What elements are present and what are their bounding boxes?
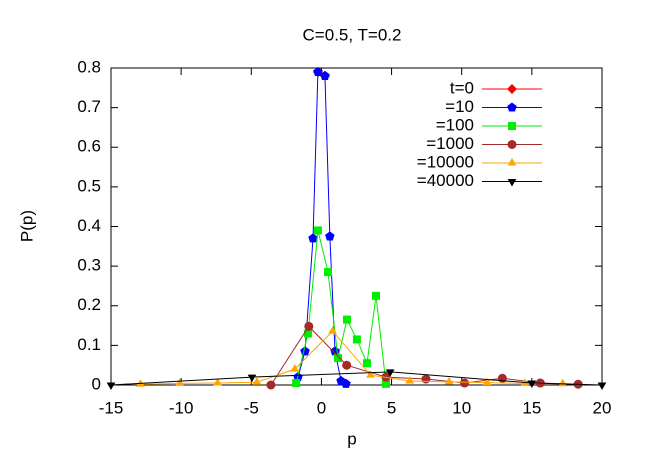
- marker: [325, 231, 335, 241]
- x-axis-label: p: [347, 429, 356, 448]
- x-tick-label: -5: [244, 398, 259, 417]
- marker: [460, 378, 470, 388]
- x-tick-label: -15: [99, 398, 124, 417]
- x-tick-label: 20: [593, 398, 612, 417]
- legend-marker: [507, 84, 517, 94]
- marker: [341, 378, 351, 388]
- marker: [213, 378, 222, 386]
- marker: [300, 346, 310, 356]
- legend-marker: [507, 102, 517, 112]
- marker: [290, 364, 300, 372]
- legend-marker: [508, 122, 516, 130]
- legend-marker: [507, 179, 517, 187]
- y-tick-label: 0.5: [77, 176, 101, 195]
- marker: [527, 380, 537, 389]
- y-tick-label: 0: [92, 374, 101, 393]
- legend-label: =10: [445, 97, 474, 116]
- marker: [597, 382, 607, 390]
- marker: [363, 359, 372, 368]
- chart-title: C=0.5, T=0.2: [303, 25, 402, 44]
- marker: [303, 329, 312, 338]
- legend-label: t=0: [450, 78, 474, 97]
- series-line: [140, 330, 563, 385]
- marker: [266, 380, 276, 390]
- marker: [175, 378, 185, 386]
- y-tick-label: 0.2: [77, 295, 101, 314]
- x-tick-label: 15: [522, 398, 541, 417]
- marker: [558, 378, 568, 387]
- marker: [366, 370, 375, 378]
- legend-label: =10000: [417, 152, 474, 171]
- y-tick-label: 0.3: [77, 256, 101, 275]
- marker: [385, 369, 395, 377]
- marker: [304, 321, 314, 331]
- marker: [352, 335, 361, 344]
- marker: [482, 377, 492, 386]
- legend-label: =100: [436, 115, 474, 134]
- y-tick-label: 0.4: [77, 216, 101, 235]
- marker: [342, 315, 351, 324]
- marker: [252, 377, 262, 385]
- x-tick-label: -10: [169, 398, 194, 417]
- legend-label: =40000: [417, 171, 474, 190]
- x-tick-label: 5: [387, 398, 396, 417]
- marker: [381, 379, 390, 388]
- marker: [371, 291, 380, 300]
- x-tick-label: 0: [317, 398, 326, 417]
- marker: [324, 268, 333, 277]
- legend-marker: [507, 140, 517, 149]
- y-axis-label: P(p): [17, 210, 36, 242]
- marker: [320, 70, 330, 80]
- y-tick-label: 0.6: [77, 137, 101, 156]
- y-tick-label: 0.1: [77, 335, 101, 354]
- marker: [421, 374, 431, 384]
- marker: [333, 354, 342, 363]
- series-line: [295, 230, 387, 384]
- marker: [405, 376, 415, 384]
- marker: [313, 226, 322, 235]
- x-tick-label: 10: [452, 398, 471, 417]
- marker: [308, 233, 318, 243]
- marker: [444, 376, 454, 385]
- y-tick-label: 0.7: [77, 97, 101, 116]
- marker: [328, 326, 337, 334]
- marker: [313, 66, 323, 77]
- marker: [292, 379, 301, 388]
- legend-marker: [507, 158, 517, 166]
- y-tick-label: 0.8: [77, 57, 101, 76]
- marker: [106, 382, 116, 390]
- marker: [247, 374, 257, 383]
- marker: [342, 360, 352, 370]
- legend-label: =1000: [426, 134, 474, 153]
- marker: [330, 346, 340, 356]
